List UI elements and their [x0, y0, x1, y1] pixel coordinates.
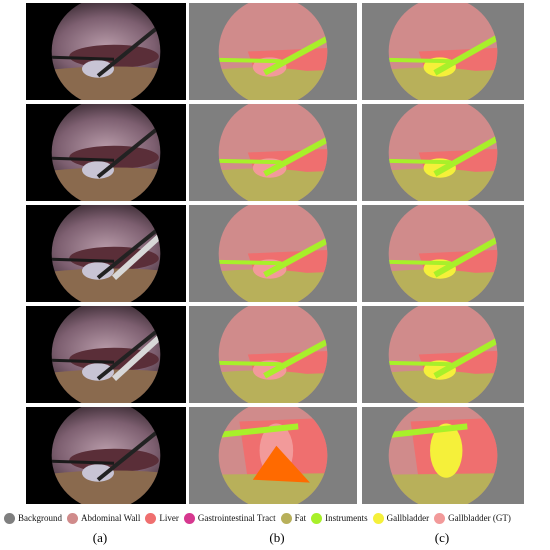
ground-truth-segmentation — [362, 205, 524, 302]
ground-truth-segmentation — [362, 306, 524, 403]
legend-label: Abdominal Wall — [81, 513, 141, 523]
legend-label: Gallbladder (GT) — [448, 513, 511, 523]
endoscopic-photo — [26, 205, 186, 302]
predicted-segmentation — [189, 205, 357, 302]
legend-item: Gastrointestinal Tract — [183, 512, 276, 524]
ground-truth-segmentation — [362, 407, 524, 504]
endoscopic-photo — [26, 3, 186, 100]
ground-truth-segmentation — [362, 3, 524, 100]
legend-item: Instruments — [311, 512, 368, 524]
legend-swatch — [434, 512, 446, 524]
panel-label-a: (a) — [92, 530, 108, 545]
panel-label-c: (c) — [434, 530, 450, 545]
legend-swatch — [311, 512, 323, 524]
legend-label: Fat — [294, 513, 307, 523]
predicted-segmentation — [189, 407, 357, 504]
legend-label: Instruments — [325, 513, 368, 523]
legend-swatch — [183, 512, 195, 524]
figure-grid — [26, 3, 524, 504]
legend-swatch — [4, 512, 15, 524]
legend-item: Gallbladder — [372, 512, 430, 524]
legend-swatch — [67, 512, 78, 524]
legend-label: Liver — [159, 513, 179, 523]
legend-item: Background — [4, 512, 62, 524]
legend-label: Background — [18, 513, 62, 523]
legend-swatch — [280, 512, 292, 524]
legend-label: Gastrointestinal Tract — [197, 513, 276, 523]
endoscopic-photo — [26, 306, 186, 403]
legend-item: Liver — [145, 512, 179, 524]
predicted-segmentation — [189, 104, 357, 201]
legend-item: Fat — [280, 512, 307, 524]
legend-swatch — [145, 512, 157, 524]
legend-swatch — [372, 512, 384, 524]
legend-item: Abdominal Wall — [67, 512, 141, 524]
legend-item: Gallbladder (GT) — [434, 512, 511, 524]
ground-truth-segmentation — [362, 104, 524, 201]
endoscopic-photo — [26, 407, 186, 504]
predicted-segmentation — [189, 3, 357, 100]
predicted-segmentation — [189, 306, 357, 403]
legend: Background Abdominal Wall Liver Gastrointes… — [4, 510, 549, 526]
endoscopic-photo — [26, 104, 186, 201]
legend-label: Gallbladder — [386, 513, 430, 523]
panel-label-b: (b) — [269, 530, 285, 545]
